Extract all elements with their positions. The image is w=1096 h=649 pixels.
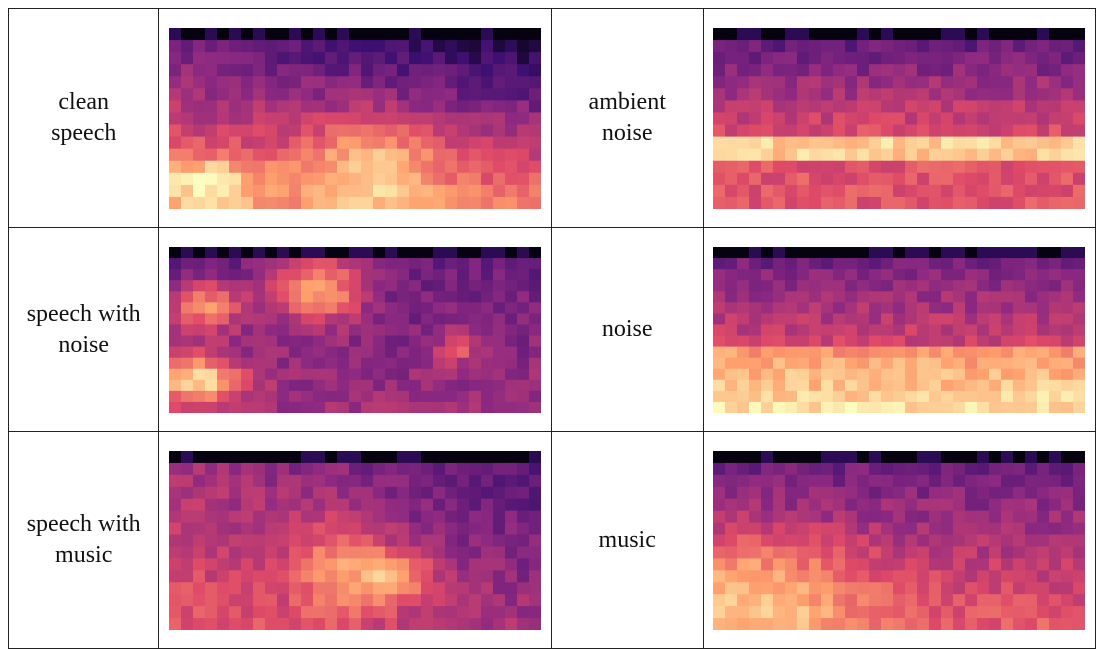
page: cleanspeechambientnoisespeech withnoisen… xyxy=(0,0,1096,648)
spectrogram-cell xyxy=(703,432,1095,649)
row-label: noise xyxy=(551,228,703,432)
label-line: noise xyxy=(9,330,158,361)
row-label: music xyxy=(551,432,703,649)
spectrogram xyxy=(713,247,1085,413)
spectrogram xyxy=(169,28,541,209)
spectrogram-cell xyxy=(159,432,551,649)
label-line: noise xyxy=(552,118,703,149)
label-line: ambient xyxy=(552,87,703,118)
label-line: speech with xyxy=(9,509,158,540)
label-line: music xyxy=(552,525,703,556)
label-line: speech with xyxy=(9,299,158,330)
spectrogram-cell xyxy=(159,228,551,432)
spectrogram xyxy=(713,28,1085,209)
spectrogram xyxy=(169,451,541,630)
label-line: music xyxy=(9,540,158,571)
spectrogram-cell xyxy=(703,9,1095,228)
label-line: clean xyxy=(9,87,158,118)
spectrogram-cell xyxy=(159,9,551,228)
spectrogram xyxy=(169,247,541,413)
label-line: speech xyxy=(9,118,158,149)
spectrogram-cell xyxy=(703,228,1095,432)
spectrogram xyxy=(713,451,1085,630)
label-line: noise xyxy=(552,314,703,345)
